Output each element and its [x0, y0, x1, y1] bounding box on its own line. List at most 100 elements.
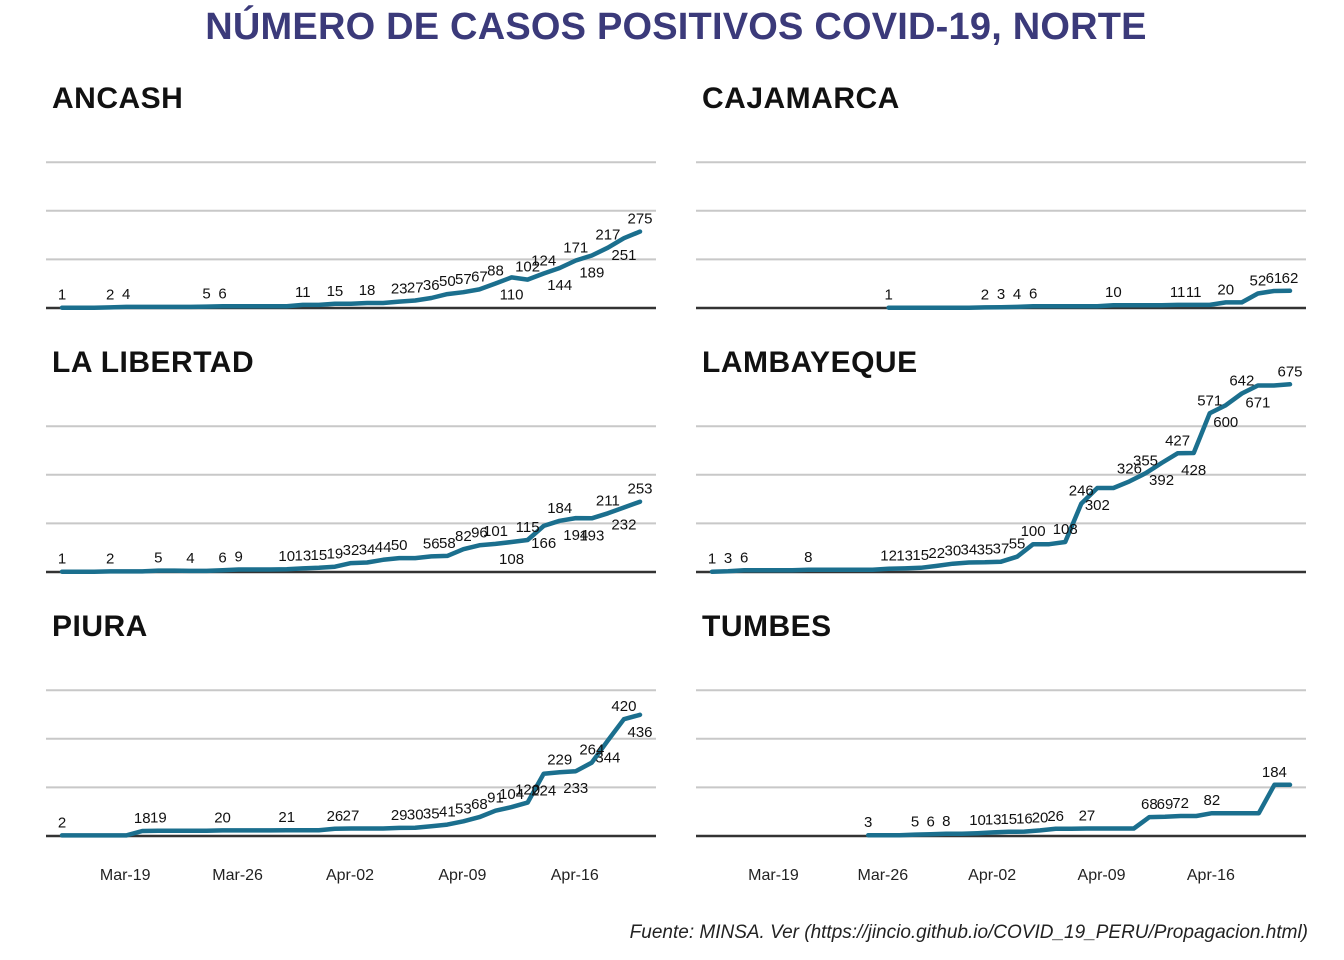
data-label: 41 — [439, 804, 456, 821]
data-label: 68 — [471, 796, 488, 813]
data-label: 11 — [1170, 284, 1186, 301]
data-label: 232 — [611, 517, 636, 534]
data-label: 193 — [579, 527, 604, 544]
data-label: 67 — [471, 268, 488, 285]
data-label: 211 — [596, 492, 620, 509]
data-label: 171 — [563, 239, 588, 256]
data-label: 62 — [1282, 270, 1299, 287]
x-tick-label: Apr-16 — [1187, 867, 1235, 884]
data-label: 6 — [1029, 285, 1037, 302]
data-label: 22 — [928, 545, 945, 562]
data-label: 1 — [708, 551, 716, 568]
data-label: 23 — [391, 281, 408, 298]
panel-ancash: ANCASH 1 2 4 5 6 11 15 18 23 27 36 50 57 67 88 110 102 12… — [40, 72, 680, 362]
data-label: 27 — [407, 279, 424, 296]
data-label: 11 — [1186, 284, 1202, 301]
data-label: 26 — [1047, 808, 1064, 825]
panel-title: LA LIBERTAD — [52, 346, 255, 379]
data-label: 108 — [499, 551, 524, 568]
panel-title: TUMBES — [702, 610, 832, 643]
chart-title: NÚMERO DE CASOS POSITIVOS COVID-19, NORT… — [205, 6, 1147, 48]
data-label: 1 — [884, 287, 892, 304]
data-label: 35 — [423, 805, 440, 822]
data-label: 52 — [1250, 273, 1267, 290]
data-label: 233 — [563, 780, 588, 797]
data-label: 6 — [218, 549, 226, 566]
data-label: 34 — [961, 542, 978, 559]
x-tick-label: Mar-26 — [857, 867, 908, 884]
data-label: 12 — [880, 548, 897, 565]
data-label: 100 — [1021, 523, 1046, 540]
data-label: 16 — [1016, 811, 1033, 828]
data-label: 110 — [500, 286, 524, 303]
panel-plot: 1 2 4 5 6 11 15 18 23 27 36 50 57 67 88110102124144171… — [46, 161, 656, 310]
panel-plot: 1 2 3 4 6 10 11 11 20 52 61 62 — [696, 161, 1306, 310]
data-label: 20 — [1032, 809, 1049, 826]
data-label: 436 — [627, 724, 652, 741]
data-label: 184 — [1262, 764, 1287, 781]
panel-plot: 1 2 5 4 6 9 10 13 15 19 32 34 44 50 56 58 82 961011081151… — [46, 425, 656, 574]
panel-cajamarca: CAJAMARCA 1 2 3 4 6 10 11 11 20 52 61 62 — [690, 72, 1330, 362]
data-label: 108 — [1053, 521, 1078, 538]
data-label: 13 — [896, 547, 913, 564]
data-label: 44 — [375, 539, 392, 556]
data-label: 675 — [1277, 363, 1302, 380]
data-label: 4 — [122, 286, 130, 303]
data-label: 246 — [1069, 483, 1094, 500]
series-line — [59, 499, 643, 574]
panel-title: PIURA — [52, 610, 148, 643]
data-label: 57 — [455, 271, 472, 288]
data-label: 2 — [106, 286, 114, 303]
panel-piura: PIURA 2 18 19 20 21 26 27 29 30 35 41 53 68 91 104 120 2… — [40, 600, 680, 890]
series-line — [865, 782, 1293, 838]
data-label: 101 — [483, 523, 508, 540]
data-label: 20 — [214, 809, 231, 826]
data-label: 344 — [595, 749, 620, 766]
panel-la-libertad: LA LIBERTAD 1 2 5 4 6 9 10 13 15 19 32 34 44 50 56 58 82… — [40, 336, 680, 626]
data-label: 600 — [1213, 414, 1238, 431]
data-label: 4 — [186, 550, 194, 567]
data-label: 19 — [327, 546, 344, 563]
data-label: 58 — [439, 535, 456, 552]
data-label: 120 — [515, 782, 540, 799]
panel-title: ANCASH — [52, 82, 184, 115]
data-label: 34 — [359, 542, 376, 559]
data-label: 29 — [391, 807, 408, 824]
source-note: Fuente: MINSA. Ver (https://jincio.githu… — [629, 922, 1308, 943]
data-label: 124 — [531, 253, 556, 270]
panel-tumbes: TUMBES 3 5 6 8 10 13 15 16 20 26 27 68 69 72 82 184 Mar-… — [690, 600, 1330, 890]
data-label: 11 — [295, 284, 311, 301]
data-label: 82 — [1204, 792, 1221, 809]
data-label: 69 — [1157, 796, 1174, 813]
data-label: 18 — [359, 282, 376, 299]
series-line — [709, 382, 1293, 574]
data-label: 61 — [1266, 270, 1283, 287]
data-label: 264 — [579, 742, 604, 759]
data-label: 104 — [499, 786, 524, 803]
data-label: 37 — [993, 541, 1010, 558]
x-tick-label: Apr-02 — [326, 867, 374, 884]
x-tick-label: Mar-26 — [212, 867, 263, 884]
data-label: 144 — [547, 277, 572, 294]
data-label: 229 — [547, 751, 572, 768]
data-label: 571 — [1197, 392, 1222, 409]
data-label: 26 — [327, 808, 344, 825]
data-label: 166 — [531, 535, 556, 552]
data-label: 10 — [278, 548, 295, 565]
data-label: 68 — [1141, 796, 1158, 813]
data-label: 50 — [439, 273, 456, 290]
data-label: 15 — [912, 547, 929, 564]
x-tick-label: Apr-09 — [1078, 867, 1126, 884]
data-label: 6 — [927, 813, 935, 830]
data-label: 1 — [58, 551, 66, 568]
data-label: 217 — [595, 227, 620, 244]
data-label: 36 — [423, 277, 440, 294]
data-label: 2 — [981, 286, 989, 303]
data-label: 115 — [516, 519, 540, 536]
data-label: 251 — [611, 247, 636, 264]
data-label: 102 — [515, 259, 540, 276]
data-label: 18 — [134, 810, 151, 827]
